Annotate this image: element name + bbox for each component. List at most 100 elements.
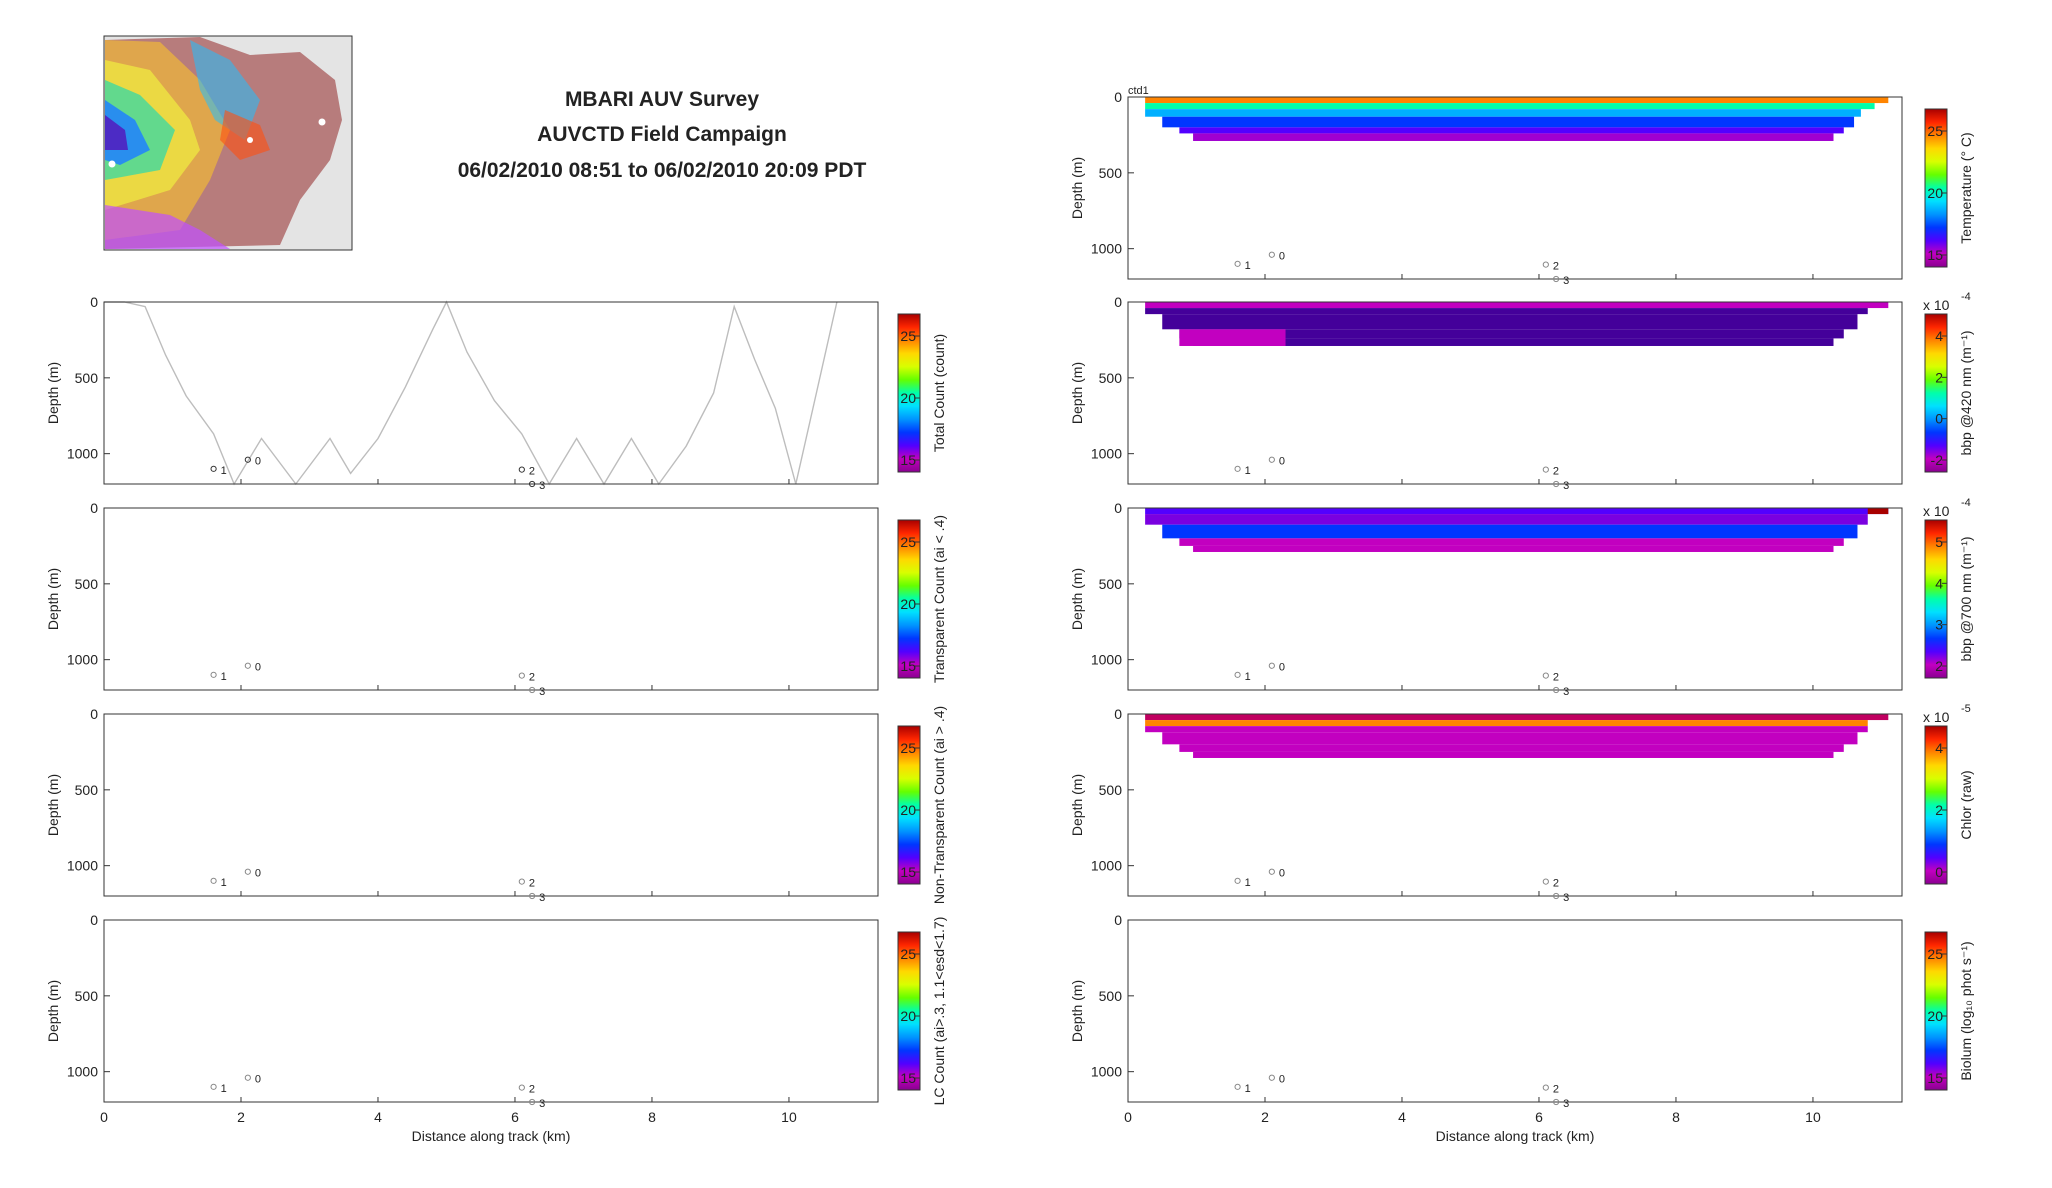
waypoint-marker xyxy=(528,480,536,488)
x-tick-label: 4 xyxy=(1398,1109,1406,1125)
waypoint-label: 2 xyxy=(529,1084,535,1096)
x-tick-label: 10 xyxy=(781,1109,797,1125)
x-tick-label: 6 xyxy=(1535,1109,1543,1125)
waypoint-marker xyxy=(528,686,536,694)
colorbar-tick-label: 3 xyxy=(1935,617,1943,633)
y-tick-label: 500 xyxy=(1099,988,1123,1004)
colorbar xyxy=(1924,519,1948,679)
y-tick-label: 1000 xyxy=(1091,241,1122,257)
y-axis-label: Depth (m) xyxy=(45,774,61,836)
waypoint-label: 3 xyxy=(1563,480,1569,492)
y-tick-label: 1000 xyxy=(67,446,98,462)
waypoint-label: 3 xyxy=(1563,275,1569,287)
y-tick-label: 1000 xyxy=(1091,652,1122,668)
colorbar-tick-label: 20 xyxy=(1927,185,1943,201)
waypoint-marker xyxy=(518,878,525,885)
waypoint-marker xyxy=(1268,1074,1275,1081)
waypoint-label: 0 xyxy=(255,456,261,468)
x-tick-label: 2 xyxy=(237,1109,245,1125)
waypoint-label: 3 xyxy=(539,480,545,492)
waypoint-label: 2 xyxy=(1553,1084,1559,1096)
waypoint-label: 1 xyxy=(221,465,227,477)
colorbar-tick-label: 15 xyxy=(900,1070,916,1086)
waypoint-label: 2 xyxy=(529,878,535,890)
waypoint-marker xyxy=(244,662,251,669)
axes-frame xyxy=(1127,507,1903,691)
y-tick-label: 500 xyxy=(75,782,99,798)
data-layer xyxy=(1145,720,1868,727)
colorbar-tick-label: 20 xyxy=(900,390,916,406)
colorbar-tick-label: 20 xyxy=(900,596,916,612)
waypoint-label: 0 xyxy=(255,868,261,880)
data-layer xyxy=(1193,133,1834,141)
waypoint-marker xyxy=(1542,261,1549,268)
y-axis-label: Depth (m) xyxy=(45,980,61,1042)
data-layer xyxy=(1145,726,1868,733)
panel-nontransparent: 0 500 1000 Depth (m) 1 0 23 25 20 15 Non-Transpare… xyxy=(45,706,947,904)
waypoint-label: 3 xyxy=(1563,892,1569,904)
colorbar-label: Temperature (° C) xyxy=(1958,132,1974,243)
data-layer xyxy=(1145,109,1861,117)
y-tick-label: 1000 xyxy=(67,652,98,668)
colorbar xyxy=(1924,931,1948,1091)
colorbar-label: LC Count (ai>.3, 1.1<esd<1.7) xyxy=(931,917,947,1106)
waypoint-label: 3 xyxy=(539,686,545,698)
colorbar-exponent: x 10 xyxy=(1923,297,1950,313)
colorbar-exponent-power: -5 xyxy=(1961,703,1971,715)
x-axis-label: Distance along track (km) xyxy=(1436,1128,1595,1144)
data-layer xyxy=(1145,103,1875,110)
waypoint-marker xyxy=(1542,466,1549,473)
auv-track-line xyxy=(104,300,838,486)
waypoint-marker xyxy=(1552,686,1560,694)
colorbar-tick-label: 20 xyxy=(900,802,916,818)
axes-frame xyxy=(1127,713,1903,897)
waypoint-label: 2 xyxy=(529,672,535,684)
data-layer xyxy=(1867,508,1889,515)
y-tick-label: 1000 xyxy=(1091,446,1122,462)
waypoint-label: 0 xyxy=(1279,251,1285,263)
colorbar xyxy=(897,931,921,1091)
colorbar xyxy=(897,519,921,679)
colorbar-exponent: x 10 xyxy=(1923,503,1950,519)
axes-frame xyxy=(103,919,879,1103)
data-layer xyxy=(1145,97,1889,104)
waypoint-label: 1 xyxy=(1245,465,1251,477)
colorbar-tick-label: 15 xyxy=(1927,1070,1943,1086)
colorbar-label: Transparent Count (ai < .4) xyxy=(931,515,947,683)
y-axis-label: Depth (m) xyxy=(45,362,61,424)
waypoint-marker xyxy=(528,1098,536,1106)
waypoint-label: 0 xyxy=(1279,662,1285,674)
y-tick-label: 0 xyxy=(90,294,98,310)
waypoint-marker xyxy=(1268,251,1275,258)
waypoint-marker xyxy=(1552,1098,1560,1106)
waypoint-marker xyxy=(1234,877,1241,884)
waypoint-marker xyxy=(528,892,536,900)
data-layer xyxy=(1179,744,1844,752)
colorbar-label: Chlor (raw) xyxy=(1958,770,1974,839)
colorbar-tick-label: 4 xyxy=(1935,328,1943,344)
waypoint-label: 0 xyxy=(1279,868,1285,880)
waypoint-marker xyxy=(1268,662,1275,669)
colorbar-label: bbp @420 nm (m⁻¹) xyxy=(1958,330,1974,455)
waypoint-marker xyxy=(1234,671,1241,678)
y-axis-label: Depth (m) xyxy=(1069,362,1085,424)
waypoint-marker xyxy=(518,1084,525,1091)
waypoint-marker xyxy=(1268,868,1275,875)
waypoint-marker xyxy=(1234,1083,1241,1090)
data-layer xyxy=(1162,116,1855,128)
colorbar-tick-label: 15 xyxy=(900,658,916,674)
y-tick-label: 0 xyxy=(90,500,98,516)
waypoint-marker xyxy=(1234,465,1241,472)
waypoint-marker xyxy=(210,671,217,678)
waypoint-label: 2 xyxy=(1553,466,1559,478)
colorbar xyxy=(897,725,921,885)
y-tick-label: 0 xyxy=(1114,912,1122,928)
waypoint-marker xyxy=(1234,260,1241,267)
colorbar-label: Biolum (log₁₀ phot s⁻¹) xyxy=(1958,941,1974,1080)
y-tick-label: 0 xyxy=(1114,500,1122,516)
y-tick-label: 1000 xyxy=(67,858,98,874)
